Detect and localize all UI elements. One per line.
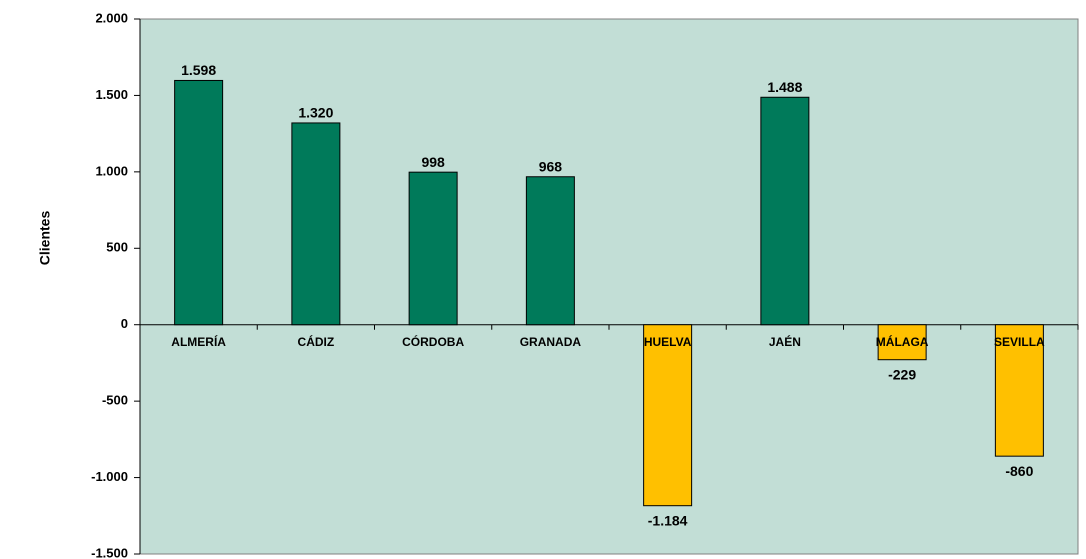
bar bbox=[174, 79, 224, 326]
x-tick-label: MÁLAGA bbox=[876, 334, 929, 349]
y-tick-label: -1.500 bbox=[91, 545, 128, 559]
y-tick-label: -1.000 bbox=[91, 469, 128, 484]
x-tick-label: HUELVA bbox=[644, 335, 692, 349]
plot-area bbox=[139, 18, 1079, 555]
value-label: -229 bbox=[888, 366, 916, 382]
value-label: 968 bbox=[539, 158, 563, 174]
x-tick-label: SEVILLA bbox=[994, 335, 1045, 349]
x-tick-label: ALMERÍA bbox=[171, 334, 226, 349]
x-tick-label: GRANADA bbox=[520, 335, 582, 349]
bar bbox=[291, 122, 341, 326]
x-tick-label: CÁDIZ bbox=[298, 334, 335, 349]
y-tick-label: 0 bbox=[121, 316, 128, 331]
bar bbox=[643, 324, 693, 507]
y-tick-label: -500 bbox=[102, 393, 128, 408]
x-tick-label: JAÉN bbox=[769, 334, 801, 349]
y-axis-label: Clientes bbox=[37, 211, 53, 266]
value-label: 1.320 bbox=[298, 105, 333, 121]
y-tick-label: 1.500 bbox=[95, 87, 128, 102]
bar bbox=[760, 96, 810, 326]
value-label: -860 bbox=[1005, 463, 1033, 479]
value-label: 998 bbox=[421, 154, 445, 170]
y-tick-label: 1.000 bbox=[95, 163, 128, 178]
y-tick-label: 2.000 bbox=[95, 10, 128, 25]
y-tick-label: 500 bbox=[106, 240, 128, 255]
value-label: -1.184 bbox=[648, 512, 688, 528]
bar bbox=[877, 324, 927, 361]
value-label: 1.598 bbox=[181, 62, 216, 78]
x-tick-label: CÓRDOBA bbox=[402, 334, 464, 349]
bar bbox=[408, 171, 458, 326]
bar bbox=[525, 176, 575, 326]
bar bbox=[994, 324, 1044, 457]
value-label: 1.488 bbox=[767, 79, 802, 95]
